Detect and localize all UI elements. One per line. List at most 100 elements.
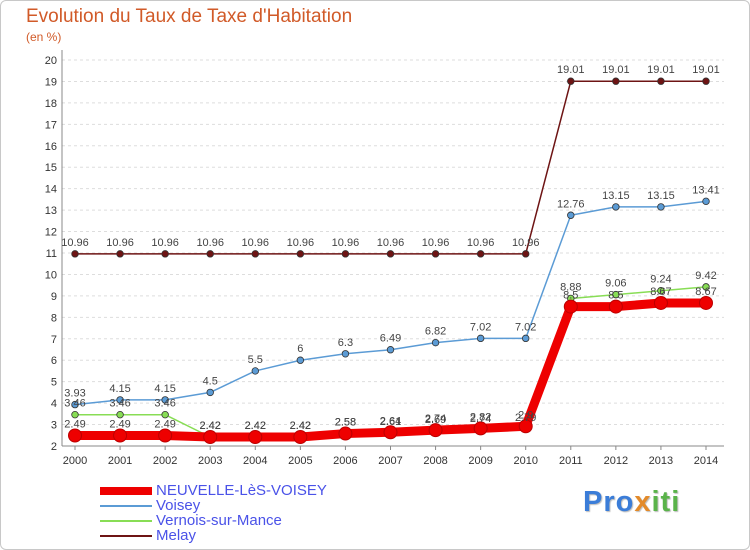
data-point-voisey (431, 338, 440, 347)
data-point-melay (116, 250, 124, 258)
x-tick-label: 2011 (559, 455, 583, 467)
data-label-voisey: 4.15 (154, 383, 175, 395)
data-label-neuvelle-l-s-voisey: 2.42 (290, 420, 311, 432)
legend-swatch-vernois (100, 520, 152, 522)
chart-subtitle: (en %) (26, 30, 62, 44)
data-point-melay (161, 250, 169, 258)
data-point-voisey (386, 346, 395, 354)
data-point-neuvelle-l-s-voisey (203, 429, 218, 444)
legend-swatch-neuvelle (100, 487, 152, 495)
data-point-neuvelle-l-s-voisey (293, 429, 308, 444)
data-point-voisey (702, 197, 710, 206)
y-tick-label: 5 (51, 377, 57, 389)
data-label-neuvelle-l-s-voisey: 8.5 (608, 290, 623, 302)
data-label-neuvelle-l-s-voisey: 2.64 (380, 415, 401, 427)
data-point-vernois-sur-mance (657, 287, 665, 295)
data-point-neuvelle-l-s-voisey (563, 299, 578, 314)
data-label-vernois-sur-mance: 2.79 (515, 412, 536, 424)
data-label-vernois-sur-mance: 2.42 (245, 420, 266, 432)
data-point-neuvelle-l-s-voisey (158, 428, 173, 443)
data-point-voisey (206, 388, 214, 397)
data-point-voisey (612, 203, 620, 211)
data-label-voisey: 4.5 (203, 375, 218, 387)
data-point-voisey (567, 211, 575, 219)
x-tick-label: 2009 (468, 455, 492, 467)
y-tick-label: 15 (45, 162, 57, 174)
data-point-melay (612, 77, 620, 85)
x-tick-label: 2003 (198, 455, 222, 467)
x-tick-label: 2008 (423, 455, 447, 467)
data-label-melay: 10.96 (377, 237, 405, 249)
x-tick-label: 2002 (153, 455, 177, 467)
y-tick-label: 17 (45, 119, 57, 131)
data-label-melay: 10.96 (61, 237, 89, 249)
y-tick-label: 8 (51, 312, 57, 324)
data-label-voisey: 6.49 (380, 333, 401, 345)
x-tick-label: 2010 (513, 455, 537, 467)
data-label-voisey: 13.15 (647, 190, 675, 202)
y-tick-label: 9 (51, 291, 57, 303)
legend-label-vernois: Vernois-sur-Mance (156, 512, 282, 529)
data-point-melay (657, 77, 665, 85)
data-label-voisey: 3.93 (64, 388, 85, 400)
data-label-melay: 10.96 (106, 237, 134, 249)
data-point-voisey (657, 203, 665, 211)
data-label-vernois-sur-mance: 2.42 (200, 420, 221, 432)
data-label-melay: 19.01 (647, 64, 675, 76)
data-label-neuvelle-l-s-voisey: 2.74 (425, 413, 446, 425)
data-label-melay: 10.96 (151, 237, 179, 249)
y-tick-label: 3 (51, 420, 57, 432)
data-point-melay (206, 250, 214, 258)
x-tick-label: 2004 (243, 455, 267, 467)
data-point-vernois-sur-mance (71, 410, 79, 419)
data-label-voisey: 6.3 (338, 337, 353, 349)
data-label-melay: 19.01 (602, 64, 630, 76)
data-label-voisey: 5.5 (248, 354, 263, 366)
x-tick-label: 2001 (108, 455, 132, 467)
data-label-voisey: 7.02 (515, 321, 536, 333)
y-tick-label: 12 (45, 227, 57, 239)
x-tick-label: 2000 (63, 455, 87, 467)
data-label-voisey: 12.76 (557, 198, 585, 210)
data-point-melay (567, 77, 575, 85)
data-label-vernois-sur-mance: 9.24 (650, 274, 671, 286)
data-point-melay (386, 250, 395, 258)
data-label-melay: 19.01 (557, 64, 585, 76)
data-label-vernois-sur-mance: 8.88 (560, 281, 581, 293)
y-tick-label: 19 (45, 76, 57, 88)
data-label-melay: 10.96 (467, 237, 495, 249)
data-point-neuvelle-l-s-voisey (338, 426, 353, 441)
data-point-vernois-sur-mance (612, 290, 620, 299)
data-point-neuvelle-l-s-voisey (608, 299, 623, 314)
data-point-melay (296, 250, 305, 258)
data-label-melay: 10.96 (242, 237, 270, 249)
data-label-vernois-sur-mance: 2.58 (335, 417, 356, 429)
data-label-neuvelle-l-s-voisey: 2.49 (109, 418, 130, 430)
legend-swatch-melay (100, 535, 152, 537)
data-label-neuvelle-l-s-voisey: 2.42 (245, 420, 266, 432)
data-point-voisey (522, 334, 530, 343)
data-label-neuvelle-l-s-voisey: 8.5 (563, 290, 578, 302)
data-label-neuvelle-l-s-voisey: 2.42 (200, 420, 221, 432)
data-point-neuvelle-l-s-voisey (383, 425, 398, 440)
data-point-neuvelle-l-s-voisey (699, 295, 713, 310)
y-tick-label: 6 (51, 355, 57, 367)
y-tick-label: 7 (51, 334, 57, 346)
data-label-neuvelle-l-s-voisey: 2.9 (518, 409, 533, 421)
y-tick-label: 16 (45, 141, 57, 153)
data-label-voisey: 13.41 (692, 184, 720, 196)
x-tick-label: 2012 (604, 455, 628, 467)
data-point-vernois-sur-mance (161, 410, 169, 419)
data-label-neuvelle-l-s-voisey: 2.58 (335, 417, 356, 429)
data-label-neuvelle-l-s-voisey: 2.49 (154, 418, 175, 430)
y-tick-label: 2 (51, 441, 57, 453)
data-label-vernois-sur-mance: 2.74 (470, 413, 491, 425)
data-point-melay (71, 250, 79, 258)
data-label-neuvelle-l-s-voisey: 8.67 (695, 286, 716, 298)
data-label-vernois-sur-mance: 9.06 (605, 278, 626, 290)
data-point-neuvelle-l-s-voisey (113, 428, 128, 443)
data-label-vernois-sur-mance: 3.46 (154, 398, 175, 410)
x-tick-label: 2006 (333, 455, 357, 467)
data-point-voisey (116, 396, 124, 404)
data-point-neuvelle-l-s-voisey (68, 428, 82, 443)
